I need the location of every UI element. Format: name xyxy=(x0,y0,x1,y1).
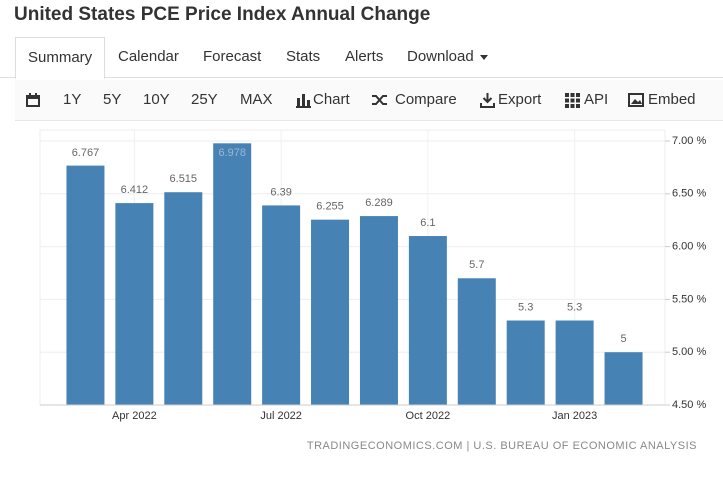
data-label: 6.255 xyxy=(316,201,344,213)
embed-icon xyxy=(628,93,644,107)
caret xyxy=(479,54,488,60)
bar xyxy=(213,143,252,406)
y-tick-label: 7.00 % xyxy=(672,135,706,147)
bar xyxy=(457,278,496,405)
tab-bar: Summary Calendar Forecast Stats Alerts D… xyxy=(0,37,723,79)
tab-label: Calendar xyxy=(118,48,179,65)
tab-label: Alerts xyxy=(345,48,384,65)
bar xyxy=(66,165,105,405)
range-button[interactable]: 25Y xyxy=(191,91,218,108)
tab-label: Summary xyxy=(28,49,93,66)
tab[interactable]: Forecast xyxy=(203,37,261,77)
data-label: 5.3 xyxy=(518,301,533,313)
bar xyxy=(262,205,301,405)
export-icon xyxy=(480,93,495,108)
source: TRADINGECONOMICS.COM | U.S. BUREAU OF EC… xyxy=(307,440,697,452)
data-label: 6.412 xyxy=(121,184,149,196)
tab[interactable]: Calendar xyxy=(118,37,179,77)
range-button[interactable]: 10Y xyxy=(143,91,170,108)
data-label: 6.1 xyxy=(420,217,435,229)
bar xyxy=(555,320,594,405)
bar xyxy=(311,219,350,405)
tab[interactable]: Stats xyxy=(286,37,320,77)
data-label: 5.3 xyxy=(567,301,582,313)
export-button[interactable]: Export xyxy=(498,91,542,108)
data-label: 6.39 xyxy=(270,186,291,198)
range-button[interactable]: 5Y xyxy=(103,91,122,108)
y-tick-label: 5.00 % xyxy=(672,346,706,358)
compare-icon xyxy=(372,95,387,105)
data-label: 6.767 xyxy=(72,147,100,159)
bar xyxy=(604,352,643,405)
bar xyxy=(506,320,545,405)
data-label: 6.978 xyxy=(218,147,246,159)
tab-label: Forecast xyxy=(203,48,262,65)
bar xyxy=(359,216,398,405)
page-title: United States PCE Price Index Annual Cha… xyxy=(14,4,431,25)
bar xyxy=(164,192,203,405)
tab[interactable]: Summary xyxy=(15,37,106,79)
bar xyxy=(115,203,154,405)
api-icon xyxy=(565,93,580,108)
chart-icon xyxy=(296,94,311,108)
tab[interactable]: Download xyxy=(407,37,488,77)
x-tick-label: Oct 2022 xyxy=(406,410,451,422)
calendar-icon[interactable] xyxy=(25,92,41,108)
y-tick-label: 4.50 % xyxy=(672,399,706,411)
y-tick-label: 6.50 % xyxy=(672,188,706,200)
tab-label: Stats xyxy=(286,48,321,65)
data-label: 5 xyxy=(620,333,626,345)
chart-button[interactable]: Chart xyxy=(313,91,350,108)
x-tick-label: Jul 2022 xyxy=(260,410,302,422)
data-label: 5.7 xyxy=(469,259,484,271)
y-tick-label: 5.50 % xyxy=(672,293,706,305)
y-tick-label: 6.00 % xyxy=(672,241,706,253)
toolbar: 1Y 5Y 10Y 25Y MAX Chart Compare Export A… xyxy=(15,80,723,121)
bar xyxy=(408,236,447,405)
api-button[interactable]: API xyxy=(584,91,609,108)
embed-button[interactable]: Embed xyxy=(648,91,696,108)
compare-button[interactable]: Compare xyxy=(395,91,457,108)
tab-label: Download xyxy=(407,48,474,65)
data-label: 6.289 xyxy=(365,197,393,209)
tab[interactable]: Alerts xyxy=(345,37,383,77)
x-tick-label: Apr 2022 xyxy=(112,410,157,422)
range-button[interactable]: MAX xyxy=(240,91,273,108)
x-tick-label: Jan 2023 xyxy=(552,410,597,422)
range-button[interactable]: 1Y xyxy=(63,91,82,108)
data-label: 6.515 xyxy=(170,173,198,185)
